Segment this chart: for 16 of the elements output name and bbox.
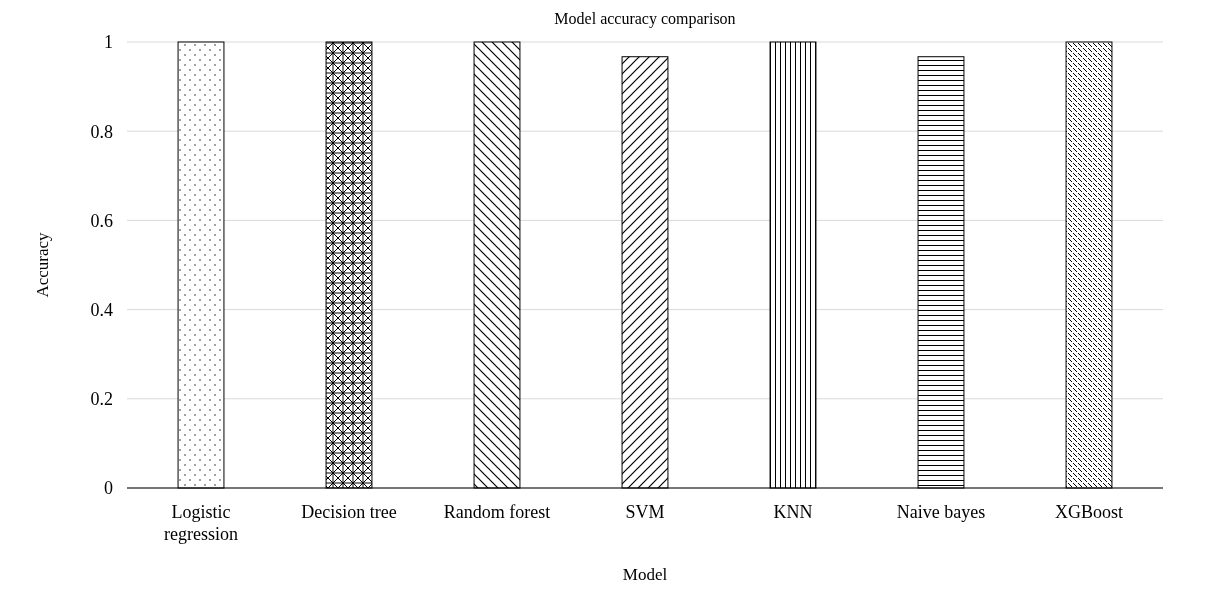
y-tick-label: 0.8 xyxy=(90,121,113,142)
x-tick-label: XGBoost xyxy=(1054,502,1124,522)
y-axis-title: Accuracy xyxy=(33,231,52,298)
y-tick-label: 1 xyxy=(104,32,113,53)
x-tick-label: SVM xyxy=(625,502,665,522)
x-tick-label: Decision tree xyxy=(301,502,397,522)
x-axis-title: Model xyxy=(622,565,668,584)
chart-title: Model accuracy comparison xyxy=(554,10,736,28)
x-tick-label: Random forest xyxy=(443,502,551,522)
y-tick-label: 0.2 xyxy=(90,389,113,410)
y-tick-label: 0.6 xyxy=(90,210,113,231)
y-tick-label: 0 xyxy=(104,478,113,499)
x-tick-label: Logistic regression xyxy=(164,502,238,544)
y-tick-label: 0.4 xyxy=(90,299,113,320)
x-tick-label: Naive bayes xyxy=(896,502,986,522)
x-tick-label: KNN xyxy=(773,502,813,522)
